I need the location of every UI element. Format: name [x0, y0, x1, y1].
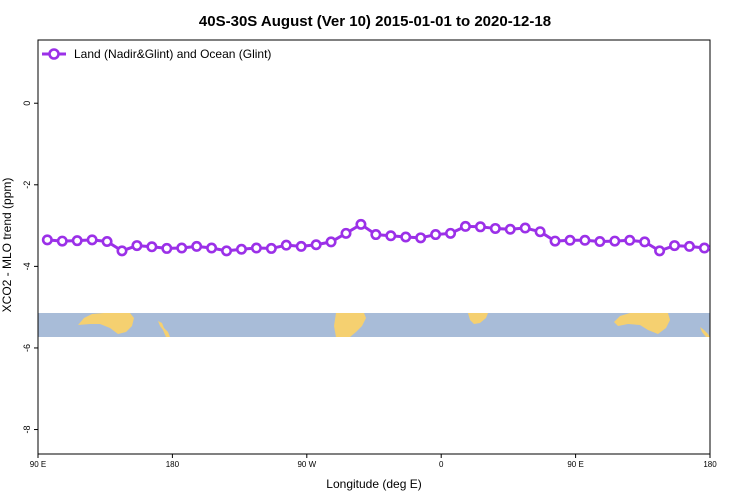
x-axis: 90 E 180 90 W 0 90 E 180: [30, 454, 717, 469]
map-ocean: [38, 313, 710, 337]
data-point: [564, 234, 576, 246]
data-point: [489, 222, 501, 234]
data-point: [504, 223, 516, 235]
x-tick-label: 90 E: [30, 460, 46, 469]
map-land: [78, 313, 710, 337]
y-tick-label: -4: [22, 262, 32, 270]
x-tick-label: 180: [703, 460, 717, 469]
data-point: [385, 230, 397, 242]
data-point: [325, 236, 337, 248]
data-point: [654, 245, 666, 257]
x-tick-label: 90 W: [297, 460, 316, 469]
data-point: [206, 242, 218, 254]
data-point: [669, 240, 681, 252]
data-point: [370, 229, 382, 241]
data-point: [549, 235, 561, 247]
x-tick-label: 0: [439, 460, 444, 469]
data-point: [280, 239, 292, 251]
y-axis: 0 -2 -4 -6 -8: [22, 101, 38, 434]
data-point: [355, 218, 367, 230]
data-point: [310, 239, 322, 251]
data-point: [191, 240, 203, 252]
data-point: [295, 240, 307, 252]
data-point: [265, 242, 277, 254]
data-point: [146, 241, 158, 253]
chart-title: 40S-30S August (Ver 10) 2015-01-01 to 20…: [199, 13, 551, 30]
series-layer: [41, 218, 710, 257]
x-tick-label: 180: [166, 460, 180, 469]
data-point: [459, 220, 471, 232]
data-point: [161, 242, 173, 254]
data-point: [579, 234, 591, 246]
legend-label: Land (Nadir&Glint) and Ocean (Glint): [74, 47, 271, 61]
data-point: [415, 232, 427, 244]
data-point: [445, 227, 457, 239]
data-point: [116, 245, 128, 257]
data-point: [400, 231, 412, 243]
x-tick-label: 90 E: [567, 460, 583, 469]
data-point: [56, 235, 68, 247]
data-point: [474, 221, 486, 233]
data-point: [176, 242, 188, 254]
data-point: [609, 235, 621, 247]
map-strip: [38, 313, 710, 337]
data-point: [534, 226, 546, 238]
data-point: [86, 234, 98, 246]
data-point: [235, 243, 247, 255]
data-point: [594, 235, 606, 247]
data-point: [101, 235, 113, 247]
data-point: [41, 234, 53, 246]
y-tick-label: -2: [22, 181, 32, 189]
data-point: [131, 240, 143, 252]
y-tick-label: -6: [22, 344, 32, 352]
data-point: [639, 236, 651, 248]
data-point: [698, 242, 710, 254]
data-point: [519, 222, 531, 234]
data-point: [221, 245, 233, 257]
data-point: [71, 235, 83, 247]
data-point: [250, 242, 262, 254]
y-tick-label: -8: [22, 426, 32, 434]
data-point: [624, 234, 636, 246]
data-point: [340, 227, 352, 239]
x-axis-label: Longitude (deg E): [326, 477, 421, 491]
y-tick-label: 0: [22, 101, 32, 106]
legend: Land (Nadir&Glint) and Ocean (Glint): [42, 47, 271, 61]
legend-marker: [48, 48, 60, 60]
y-axis-label: XCO2 - MLO trend (ppm): [0, 178, 14, 313]
plot-frame: [37, 39, 711, 455]
data-point: [683, 240, 695, 252]
data-point: [430, 229, 442, 241]
